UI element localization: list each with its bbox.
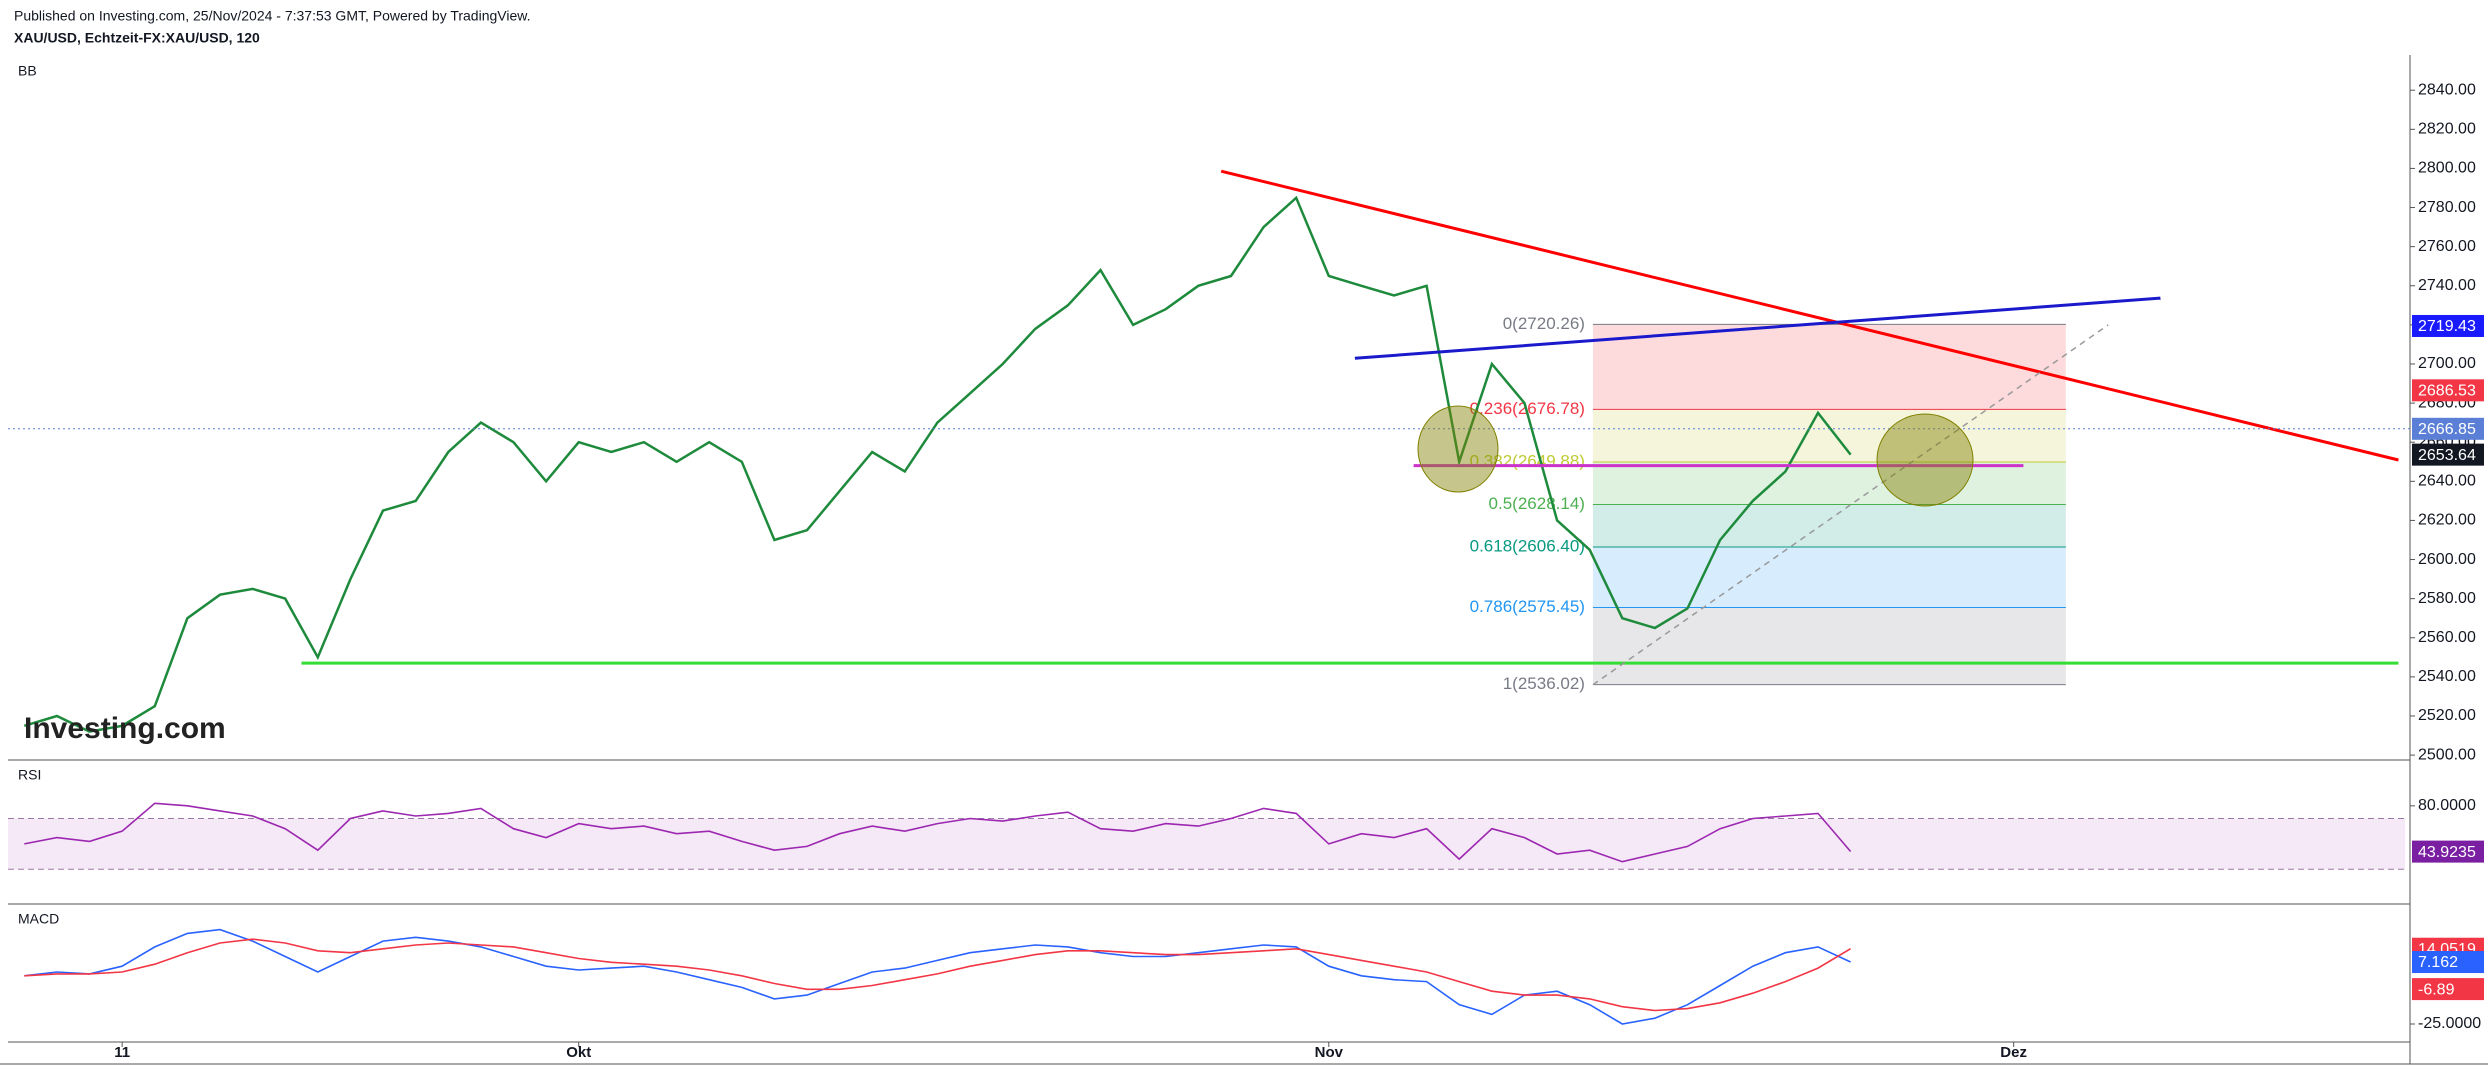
fib-label: 0(2720.26): [1503, 314, 1585, 333]
price-tag-label: 2666.85: [2418, 421, 2476, 438]
indicator-label: BB: [18, 63, 37, 79]
x-tick-label: Dez: [2000, 1044, 2027, 1061]
fib-band: [1592, 607, 2066, 685]
fib-band: [1592, 461, 2066, 505]
x-tick-label: 11: [114, 1044, 130, 1061]
fib-label: 0.236(2676.78): [1470, 399, 1585, 418]
y-tick-label: 2600.00: [2418, 551, 2476, 568]
price-tag-label: 2719.43: [2418, 318, 2476, 335]
rsi-label: RSI: [18, 767, 41, 783]
fib-band: [1592, 547, 2066, 608]
y-tick-label: 2780.00: [2418, 199, 2476, 216]
y-tick-label: 80.0000: [2418, 797, 2476, 814]
y-tick-label: 2820.00: [2418, 121, 2476, 138]
trend-line: [1354, 296, 2161, 360]
fib-band: [1592, 504, 2066, 548]
trend-line: [1220, 169, 2399, 462]
y-tick-label: 2840.00: [2418, 81, 2476, 98]
rsi-band: [8, 818, 2405, 870]
y-tick-label: 2580.00: [2418, 590, 2476, 607]
price-tag-label: 7.162: [2418, 954, 2458, 971]
y-tick-label: 2500.00: [2418, 746, 2476, 763]
watermark: Investing.com: [24, 712, 226, 745]
y-tick-label: 2760.00: [2418, 238, 2476, 255]
y-tick-label: 2520.00: [2418, 707, 2476, 724]
chart-title: XAU/USD, Echtzeit-FX:XAU/USD, 120: [14, 30, 260, 46]
y-tick-label: 2540.00: [2418, 668, 2476, 685]
price-tag-label: -6.89: [2418, 981, 2455, 998]
trend-line: [1592, 324, 2109, 686]
price-tag-label: 2686.53: [2418, 383, 2476, 400]
price-tag: [2412, 443, 2484, 466]
macd-label: MACD: [18, 911, 59, 927]
price-tag: [2412, 314, 2484, 337]
fib-label: 0.618(2606.40): [1470, 537, 1585, 556]
series-line: [24, 938, 1852, 1012]
series-line: [23, 195, 1852, 733]
fib-band: [1592, 324, 2066, 410]
y-tick-label: -25.0000: [2418, 1015, 2481, 1032]
layers: 2500.00 2520.00 2540.00 2560.00 2580.00 2600.…: [8, 81, 2484, 1061]
price-tag: [2412, 978, 2484, 1001]
y-tick-label: 2700.00: [2418, 355, 2476, 372]
y-tick-label: 2640.00: [2418, 473, 2476, 490]
price-tag-label: 2653.64: [2418, 447, 2476, 464]
series-line: [24, 928, 1851, 1025]
price-tag: [2412, 379, 2484, 402]
price-tag: [2412, 840, 2484, 863]
y-tick-label: 2560.00: [2418, 629, 2476, 646]
fib-label: 0.5(2628.14): [1489, 494, 1585, 513]
fib-label: 1(2536.02): [1503, 674, 1585, 693]
subtitle: Published on Investing.com, 25/Nov/2024 …: [14, 8, 530, 24]
price-tag-label: 43.9235: [2418, 844, 2476, 861]
y-tick-label: 2800.00: [2418, 160, 2476, 177]
fib-label: 0.786(2575.45): [1470, 597, 1585, 616]
y-tick-label: 2740.00: [2418, 277, 2476, 294]
highlight-circle: [1876, 413, 1974, 507]
highlight-circle: [1417, 405, 1499, 493]
x-tick-label: Nov: [1315, 1044, 1344, 1061]
series-line: [24, 802, 1852, 863]
y-tick-label: 2620.00: [2418, 512, 2476, 529]
fib-band: [1592, 409, 2066, 462]
x-tick-label: Okt: [566, 1044, 591, 1061]
price-tag: [2412, 417, 2484, 440]
price-tag: [2412, 951, 2484, 974]
